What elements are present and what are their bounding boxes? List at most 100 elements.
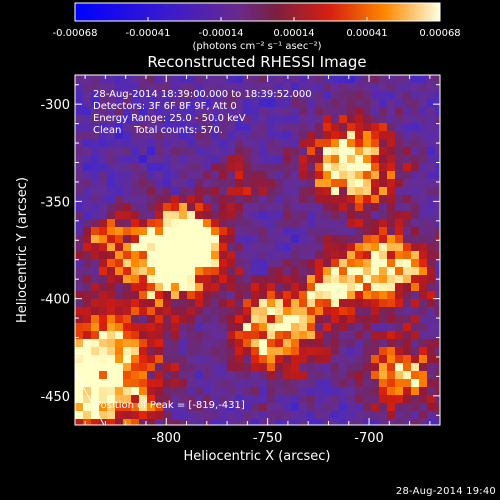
heatmap-cell — [235, 299, 243, 307]
heatmap-cell — [331, 299, 339, 307]
heatmap-cell — [171, 211, 179, 219]
heatmap-cell — [307, 363, 315, 371]
heatmap-cell — [187, 371, 195, 379]
heatmap-cell — [331, 267, 339, 275]
heatmap-cell — [195, 371, 203, 379]
heatmap-cell — [331, 251, 339, 259]
heatmap-cell — [91, 323, 99, 331]
heatmap-cell — [339, 371, 347, 379]
heatmap-cell — [339, 219, 347, 227]
heatmap-cell — [163, 243, 171, 251]
heatmap-cell — [91, 371, 99, 379]
heatmap-cell — [323, 187, 331, 195]
heatmap-cell — [363, 131, 371, 139]
heatmap-cell — [307, 75, 315, 83]
heatmap-cell — [307, 275, 315, 283]
heatmap-cell — [403, 115, 411, 123]
heatmap-cell — [171, 115, 179, 123]
heatmap-cell — [115, 267, 123, 275]
heatmap-cell — [227, 395, 235, 403]
heatmap-cell — [395, 259, 403, 267]
heatmap-cell — [243, 371, 251, 379]
heatmap-cell — [291, 155, 299, 163]
heatmap-cell — [355, 115, 363, 123]
heatmap-cell — [259, 419, 267, 425]
heatmap-cell — [243, 387, 251, 395]
heatmap-cell — [251, 171, 259, 179]
heatmap-cell — [419, 363, 427, 371]
heatmap-cell — [139, 219, 147, 227]
heatmap-cell — [195, 235, 203, 243]
heatmap-cell — [203, 307, 211, 315]
heatmap-cell — [219, 123, 227, 131]
heatmap-cell — [395, 307, 403, 315]
heatmap-cell — [155, 107, 163, 115]
heatmap-cell — [107, 315, 115, 323]
heatmap-cell — [171, 387, 179, 395]
heatmap-cell — [363, 99, 371, 107]
heatmap-cell — [427, 299, 435, 307]
heatmap-cell — [259, 171, 267, 179]
heatmap-cell — [179, 179, 187, 187]
heatmap-cell — [323, 347, 331, 355]
heatmap-cell — [371, 227, 379, 235]
heatmap-cell — [235, 323, 243, 331]
heatmap-cell — [219, 171, 227, 179]
heatmap-cell — [235, 211, 243, 219]
heatmap-cell — [171, 411, 179, 419]
heatmap-cell — [91, 379, 99, 387]
heatmap-cell — [139, 355, 147, 363]
heatmap-cell — [275, 123, 283, 131]
heatmap-cell — [379, 275, 387, 283]
heatmap-cell — [83, 411, 91, 419]
heatmap-cell — [155, 115, 163, 123]
heatmap-cell — [427, 371, 435, 379]
heatmap-cell — [251, 147, 259, 155]
heatmap-cell — [179, 315, 187, 323]
heatmap-cell — [139, 363, 147, 371]
heatmap-cell — [315, 75, 323, 83]
heatmap-cell — [299, 259, 307, 267]
heatmap-cell — [355, 195, 363, 203]
y-axis-ticks: -300-350-400-450 — [40, 84, 440, 416]
heatmap-cell — [339, 307, 347, 315]
heatmap-cell — [243, 355, 251, 363]
heatmap-cell — [331, 91, 339, 99]
heatmap-cell — [243, 139, 251, 147]
heatmap-cell — [387, 83, 395, 91]
heatmap-cell — [259, 203, 267, 211]
heatmap-cell — [203, 387, 211, 395]
heatmap-cell — [275, 355, 283, 363]
heatmap-cell — [227, 403, 235, 411]
heatmap-cell — [91, 107, 99, 115]
heatmap-cell — [131, 251, 139, 259]
heatmap-cell — [83, 123, 91, 131]
heatmap-cell — [235, 283, 243, 291]
heatmap-cell — [171, 267, 179, 275]
heatmap-cell — [139, 315, 147, 323]
heatmap-cell — [307, 195, 315, 203]
heatmap-cell — [163, 107, 171, 115]
y-tick-label: -350 — [40, 195, 70, 210]
heatmap-cell — [75, 219, 83, 227]
heatmap-cell — [379, 171, 387, 179]
heatmap-cell — [347, 259, 355, 267]
heatmap-cell — [259, 179, 267, 187]
heatmap-cell — [131, 307, 139, 315]
heatmap-cell — [83, 163, 91, 171]
heatmap-cell — [291, 275, 299, 283]
heatmap-cell — [99, 235, 107, 243]
heatmap-cell — [107, 259, 115, 267]
heatmap-cell — [331, 387, 339, 395]
heatmap-cell — [139, 283, 147, 291]
heatmap-cell — [331, 139, 339, 147]
heatmap-cell — [339, 163, 347, 171]
heatmap-cell — [339, 243, 347, 251]
heatmap-cell — [83, 363, 91, 371]
heatmap-cell — [315, 107, 323, 115]
heatmap-cell — [323, 251, 331, 259]
heatmap-cell — [291, 123, 299, 131]
heatmap-cell — [243, 115, 251, 123]
heatmap-cell — [371, 83, 379, 91]
heatmap-cell — [355, 179, 363, 187]
